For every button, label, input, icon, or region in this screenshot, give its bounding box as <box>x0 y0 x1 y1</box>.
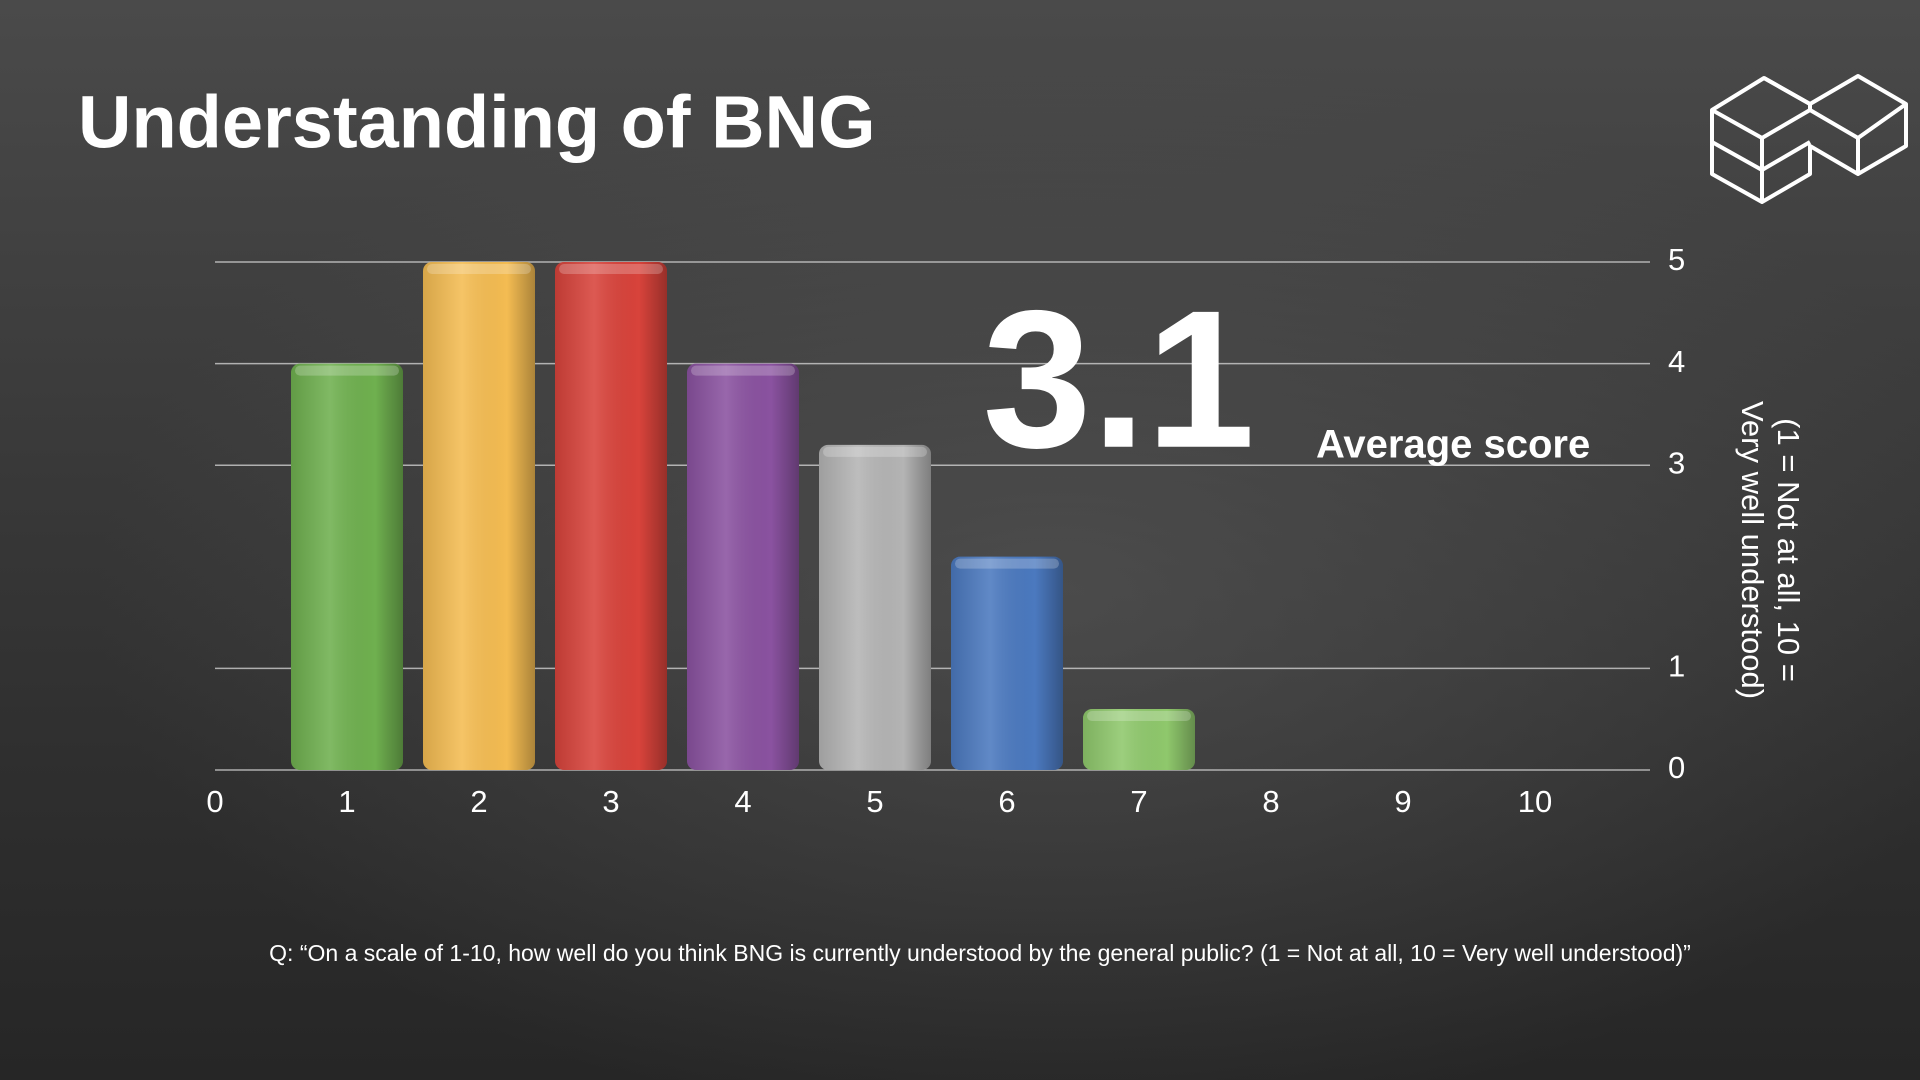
bar-shading <box>951 556 1063 770</box>
x-tick-label: 4 <box>734 784 751 819</box>
bar-top <box>823 446 927 457</box>
x-tick-label: 1 <box>338 784 355 819</box>
x-tick-label: 9 <box>1394 784 1411 819</box>
bar-shading <box>1083 709 1195 770</box>
y-tick-label: 5 <box>1668 242 1685 277</box>
x-tick-label: 6 <box>998 784 1015 819</box>
x-tick-label: 10 <box>1518 784 1552 819</box>
bar-shading <box>291 363 403 770</box>
bar-top <box>691 365 795 376</box>
plot: 0 1 3 4 5 0 1 2 3 4 5 6 7 8 9 10 <box>206 242 1685 819</box>
x-tick-label: 3 <box>602 784 619 819</box>
average-label: Average score <box>1316 423 1590 467</box>
bar-shading <box>819 444 931 770</box>
x-tick-label: 5 <box>866 784 883 819</box>
x-tick-label: 2 <box>470 784 487 819</box>
y-axis-title-box: (1 = Not at all, 10 = Very well understo… <box>1735 400 1806 700</box>
chart-title: Understanding of BNG <box>78 81 876 164</box>
logo <box>1710 74 1908 204</box>
bar-top <box>427 264 531 274</box>
bar-top <box>559 264 663 274</box>
bar-shading <box>423 262 535 770</box>
bar-top <box>295 365 399 376</box>
y-tick-label: 4 <box>1668 344 1685 379</box>
bar-shading <box>687 363 799 770</box>
bar-top <box>955 558 1059 569</box>
average-value: 3.1 <box>983 270 1255 489</box>
bar-shading <box>555 262 667 770</box>
question: Q: “On a scale of 1-10, how well do you … <box>269 940 1691 966</box>
x-tick-label: 7 <box>1130 784 1147 819</box>
bar-top <box>1087 711 1191 722</box>
y-tick-label: 1 <box>1668 649 1685 684</box>
x-tick-label: 0 <box>206 784 223 819</box>
y-tick-label: 3 <box>1668 445 1685 480</box>
x-tick-label: 8 <box>1262 784 1279 819</box>
y-tick-label: 0 <box>1668 750 1685 785</box>
y-axis-title: (1 = Not at all, 10 = Very well understo… <box>1735 400 1806 700</box>
